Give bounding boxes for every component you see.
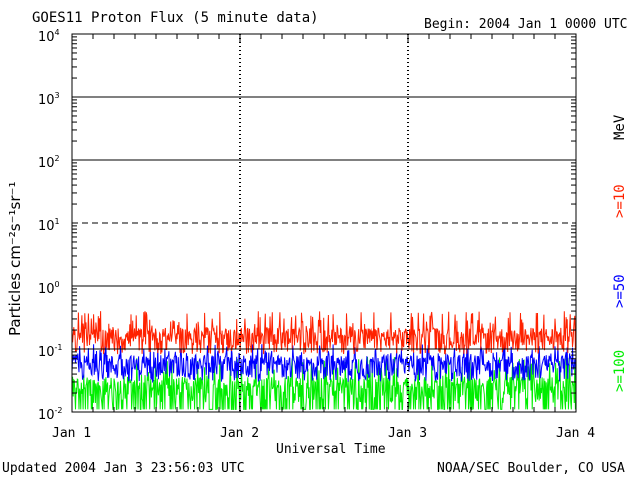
y-tick-label: 104 bbox=[38, 28, 60, 45]
updated-timestamp: Updated 2004 Jan 3 23:56:03 UTC bbox=[2, 461, 245, 476]
begin-label: Begin: 2004 Jan 1 0000 UTC bbox=[424, 17, 628, 32]
y-tick-label: 102 bbox=[38, 154, 60, 171]
credit-label: NOAA/SEC Boulder, CO USA bbox=[437, 461, 625, 476]
series-line bbox=[71, 356, 577, 410]
units-label: MeV bbox=[612, 114, 628, 140]
grid-layer bbox=[72, 96, 576, 350]
x-tick-label: Jan 1 bbox=[52, 426, 92, 441]
plot-frame bbox=[71, 33, 577, 413]
x-tick-label: Jan 4 bbox=[556, 426, 596, 441]
chart-title: GOES11 Proton Flux (5 minute data) bbox=[32, 10, 319, 26]
series-label-10: >=10 bbox=[612, 184, 628, 218]
series-line bbox=[71, 311, 577, 355]
series-layer bbox=[71, 311, 577, 410]
x-tick-label: Jan 3 bbox=[388, 426, 428, 441]
y-tick-label: 103 bbox=[38, 91, 60, 108]
x-axis-label: Universal Time bbox=[276, 442, 386, 457]
y-tick-label: 100 bbox=[38, 280, 60, 297]
series-label-100: >=100 bbox=[612, 349, 628, 392]
series-label-50: >=50 bbox=[612, 274, 628, 308]
y-tick-label: 101 bbox=[38, 217, 60, 234]
y-axis-label: Particles cm⁻²s⁻¹sr⁻¹ bbox=[6, 181, 24, 336]
y-tick-label: 10-1 bbox=[38, 343, 63, 360]
y-tick-label: 10-2 bbox=[38, 406, 63, 423]
series-line bbox=[71, 343, 577, 384]
x-tick-label: Jan 2 bbox=[220, 426, 260, 441]
